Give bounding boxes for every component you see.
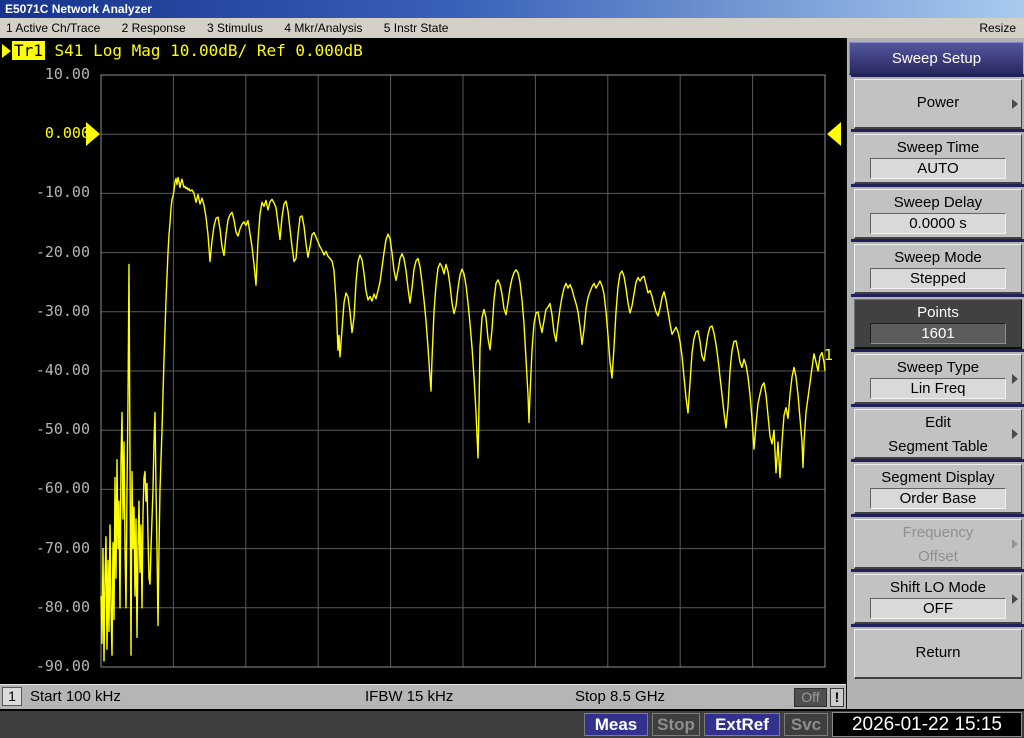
y-axis-tick-label: -70.00 — [35, 538, 90, 557]
channel-number-box: 1 — [2, 687, 22, 706]
softkey-sweep-time[interactable]: Sweep Time AUTO — [851, 129, 1024, 184]
softkey-sweep-type[interactable]: Sweep Type Lin Freq — [851, 349, 1024, 404]
softkey-points[interactable]: Points 1601 — [851, 294, 1024, 349]
softkey-return[interactable]: Return — [851, 624, 1024, 679]
submenu-arrow-icon — [1012, 593, 1018, 604]
graticule-plot — [100, 74, 826, 668]
ifbw-label: IFBW 15 kHz — [365, 688, 454, 705]
reference-level-marker-right-icon — [827, 122, 841, 146]
softkey-menu-title: Sweep Setup — [849, 42, 1023, 75]
sweep-delay-value: 0.0000 s — [870, 213, 1006, 234]
alert-badge: ! — [830, 688, 844, 707]
menu-bar: 1 Active Ch/Trace 2 Response 3 Stimulus … — [0, 18, 1024, 38]
y-axis-tick-label: -10.00 — [35, 183, 90, 202]
meas-status-badge: Meas — [584, 713, 648, 736]
softkey-shift-lo-mode[interactable]: Shift LO Mode OFF — [851, 569, 1024, 624]
y-axis-tick-label: 0.000 — [44, 124, 90, 143]
s41-trace — [100, 176, 826, 662]
y-axis-tick-label: -80.00 — [35, 597, 90, 616]
softkey-segment-display[interactable]: Segment Display Order Base — [851, 459, 1024, 514]
stop-status-badge: Stop — [652, 713, 700, 736]
softkey-sweep-mode[interactable]: Sweep Mode Stepped — [851, 239, 1024, 294]
segment-display-value: Order Base — [870, 488, 1006, 509]
y-axis-tick-label: -60.00 — [35, 479, 90, 498]
submenu-arrow-icon — [1012, 538, 1018, 549]
shift-lo-mode-value: OFF — [870, 598, 1006, 619]
softkey-sweep-delay[interactable]: Sweep Delay 0.0000 s — [851, 184, 1024, 239]
points-value: 1601 — [870, 323, 1006, 344]
softkey-menu: Sweep Setup Power Sweep Time AUTO Sweep … — [846, 38, 1024, 709]
softkey-edit-segment-table[interactable]: Edit Segment Table — [851, 404, 1024, 459]
instrument-status-bar: Meas Stop ExtRef Svc 2026-01-22 15:15 — [0, 709, 1024, 738]
menu-stimulus[interactable]: 3 Stimulus — [207, 21, 264, 35]
date-time-display: 2026-01-22 15:15 — [832, 712, 1022, 737]
resize-button[interactable]: Resize — [979, 21, 1016, 35]
svc-status-badge: Svc — [784, 713, 828, 736]
menu-mkr-analysis[interactable]: 4 Mkr/Analysis — [284, 21, 363, 35]
y-axis-tick-label: -50.00 — [35, 420, 90, 439]
softkey-frequency-offset: Frequency Offset — [851, 514, 1024, 569]
channel-status-bar: 1 Start 100 kHz IFBW 15 kHz Stop 8.5 GHz… — [0, 684, 846, 709]
trace-status-line: Tr1 S41 Log Mag 10.00dB/ Ref 0.000dB — [2, 41, 363, 61]
trace-format-text: S41 Log Mag 10.00dB/ Ref 0.000dB — [44, 41, 363, 60]
y-axis-tick-label: -30.00 — [35, 301, 90, 320]
extref-status-badge: ExtRef — [704, 713, 780, 736]
trace-name[interactable]: Tr1 — [12, 41, 45, 60]
submenu-arrow-icon — [1012, 98, 1018, 109]
menu-response[interactable]: 2 Response — [121, 21, 186, 35]
menu-instr-state[interactable]: 5 Instr State — [383, 21, 449, 35]
reference-level-marker-left-icon[interactable] — [86, 122, 100, 146]
softkey-power[interactable]: Power — [851, 74, 1024, 129]
y-axis-tick-label: -40.00 — [35, 361, 90, 379]
averaging-off-badge: Off — [794, 688, 827, 707]
stop-frequency-label: Stop 8.5 GHz — [575, 688, 666, 705]
y-axis-tick-label: 10.00 — [44, 65, 90, 83]
window-title: E5071C Network Analyzer — [5, 2, 152, 16]
sweep-type-value: Lin Freq — [870, 378, 1006, 399]
menu-active-ch-trace[interactable]: 1 Active Ch/Trace — [6, 21, 101, 35]
title-bar: E5071C Network Analyzer — [0, 0, 1024, 18]
y-axis-tick-label: -90.00 — [35, 657, 90, 675]
y-axis-tick-label: -20.00 — [35, 242, 90, 261]
start-frequency-label: Start 100 kHz — [30, 688, 121, 705]
submenu-arrow-icon — [1012, 373, 1018, 384]
submenu-arrow-icon — [1012, 428, 1018, 439]
active-trace-arrow-icon — [2, 44, 11, 58]
trace-marker-1-label: 1 — [824, 346, 834, 364]
sweep-mode-value: Stepped — [870, 268, 1006, 289]
sweep-time-value: AUTO — [870, 158, 1006, 179]
